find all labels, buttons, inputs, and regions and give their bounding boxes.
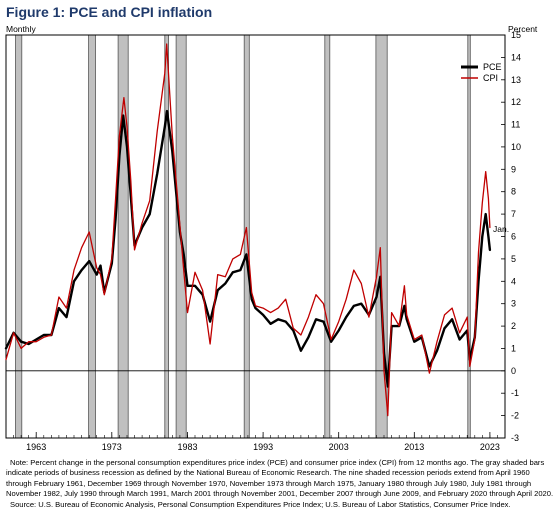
jan-annotation: Jan. xyxy=(493,224,509,234)
x-tick-label: 2003 xyxy=(329,442,349,452)
legend-cpi-label: CPI xyxy=(483,73,498,83)
y-tick-label: 13 xyxy=(511,75,521,85)
y-tick-label: -3 xyxy=(511,433,519,443)
y-tick-label: 2 xyxy=(511,321,516,331)
y-tick-label: 10 xyxy=(511,142,521,152)
y-tick-label: 4 xyxy=(511,276,516,286)
y-tick-label: 8 xyxy=(511,187,516,197)
recession-bar xyxy=(467,34,471,439)
figure-title: Figure 1: PCE and CPI inflation xyxy=(6,4,213,20)
recession-bar xyxy=(324,34,331,439)
recession-bar xyxy=(15,34,23,439)
x-tick-label: 2013 xyxy=(404,442,424,452)
y-tick-label: 1 xyxy=(511,343,516,353)
recession-bar xyxy=(375,34,388,439)
recession-bar xyxy=(164,34,170,439)
y-tick-label: -2 xyxy=(511,411,519,421)
recession-bar xyxy=(117,34,129,439)
y-tick-label: 9 xyxy=(511,164,516,174)
y-tick-label: 15 xyxy=(511,30,521,40)
y-tick-label: -1 xyxy=(511,388,519,398)
x-tick-label: 1973 xyxy=(102,442,122,452)
figure-notes: Note: Percent change in the personal con… xyxy=(6,458,554,510)
series-line-cpi xyxy=(5,43,491,417)
y-tick-label: 3 xyxy=(511,299,516,309)
y-tick-label: 14 xyxy=(511,52,521,62)
series-lines xyxy=(4,43,492,417)
note-text: Note: Percent change in the personal con… xyxy=(6,458,554,499)
y-tick-label: 7 xyxy=(511,209,516,219)
source-text: Source: U.S. Bureau of Economic Analysis… xyxy=(10,499,511,509)
x-tick-label: 1993 xyxy=(253,442,273,452)
y-tick-label: 5 xyxy=(511,254,516,264)
plot-border xyxy=(5,34,506,439)
legend-pce-label: PCE xyxy=(483,62,502,72)
recession-bars xyxy=(15,34,471,439)
y-tick-label: 6 xyxy=(511,232,516,242)
y-tick-label: 12 xyxy=(511,97,521,107)
plot-frame xyxy=(5,34,506,439)
monthly-label: Monthly xyxy=(6,24,37,34)
x-tick-label: 2023 xyxy=(480,442,500,452)
x-tick-label: 1983 xyxy=(177,442,197,452)
y-tick-label: 0 xyxy=(511,366,516,376)
x-tick-label: 1963 xyxy=(26,442,46,452)
y-tick-label: 11 xyxy=(511,120,520,130)
percent-label: Percent xyxy=(508,24,538,34)
legend: PCE CPI xyxy=(461,62,502,83)
